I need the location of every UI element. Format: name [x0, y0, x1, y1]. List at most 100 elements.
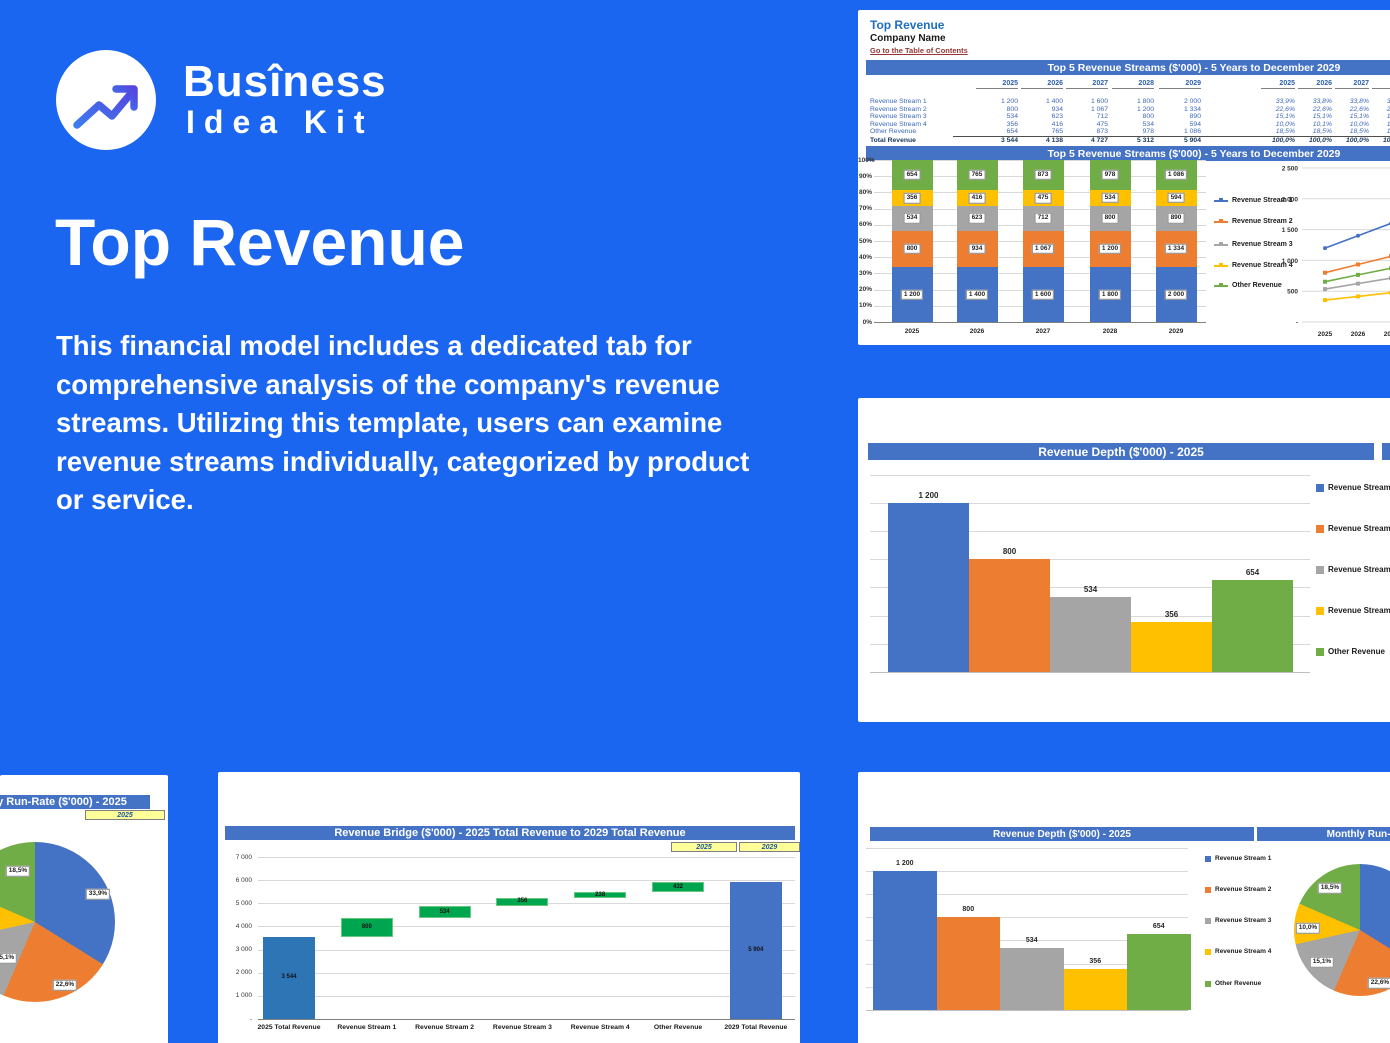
row-value: 475: [1096, 120, 1108, 128]
row-value: 534: [1006, 113, 1018, 120]
sheet-title: Top Revenue: [870, 18, 945, 32]
year-selector-2025[interactable]: 2025: [85, 810, 165, 820]
legend-item: Revenue Stream 4: [1215, 948, 1272, 955]
total-pct: 100,0%: [1382, 137, 1390, 144]
row-label: Revenue Stream 4: [870, 120, 927, 128]
row-pct: 10,0%: [1349, 120, 1369, 128]
grid-line: [258, 1019, 795, 1020]
legend-item: Revenue Stream 2: [1232, 218, 1293, 225]
legend-item: Revenue Stream 3: [1215, 917, 1272, 924]
row-value: 2 000: [1183, 98, 1201, 105]
data-label: 800: [903, 243, 921, 255]
legend-item: Other Revenue: [1328, 647, 1385, 656]
x-axis-label: 2026: [1351, 331, 1366, 338]
row-pct: 18,4%: [1372, 128, 1390, 135]
waterfall-bar: [340, 918, 393, 937]
pie-slice-label: 18,5%: [1317, 882, 1343, 894]
data-label: 654: [1152, 923, 1165, 931]
waterfall-bar: [574, 892, 627, 898]
y-axis-tick-label: 5 000: [235, 899, 252, 907]
row-value: 800: [1142, 113, 1154, 120]
x-axis-label: Revenue Stream 1: [337, 1024, 397, 1031]
grid-line: [866, 1010, 1188, 1011]
row-value: 654: [1006, 128, 1018, 135]
row-label: Revenue Stream 1: [870, 98, 927, 105]
chart-title-bar-clipped: Monthly Run-Rate ($'000) - 2025: [1257, 827, 1390, 841]
row-label: Revenue Stream 2: [870, 105, 927, 113]
legend-marker: [1219, 198, 1223, 202]
grid-line: [870, 531, 1310, 533]
pie-slice-label: 15,1%: [0, 952, 18, 964]
grid-line: [870, 474, 1310, 476]
row-pct: 18,5%: [1349, 128, 1369, 135]
legend-marker: [1219, 283, 1223, 287]
total-value: 5 904: [1183, 137, 1201, 144]
data-label: 873: [1034, 169, 1052, 181]
y-axis-tick-label: 4 000: [235, 922, 252, 930]
legend-swatch: [1205, 856, 1211, 862]
data-label: 594: [1167, 192, 1185, 204]
panel-monthly-run-rate-left: Monthly Run-Rate ($'000) - 2025 2025 33,…: [0, 775, 168, 1043]
row-value: 1 800: [1136, 98, 1154, 105]
y-axis-tick-label: 2 000: [235, 969, 252, 977]
bar: [873, 870, 937, 1010]
legend-swatch: [1205, 981, 1211, 987]
year-header: 2029: [1159, 80, 1201, 89]
data-label: 356: [1089, 957, 1102, 965]
pie-slice-label: 18,5%: [5, 865, 31, 877]
data-label: 534: [1025, 937, 1038, 945]
total-divider: [953, 135, 1390, 137]
chart-title-bar: Top 5 Revenue Streams ($'000) - 5 Years …: [866, 146, 1390, 161]
year-selector-from[interactable]: 2025: [671, 842, 737, 852]
y-axis-tick-label: 7 000: [235, 853, 252, 861]
row-pct: 33,8%: [1349, 98, 1369, 105]
x-axis-label: 2025: [1318, 331, 1333, 338]
panel-top-revenue-sheet: Top Revenue Company Name Go to the Table…: [858, 10, 1390, 345]
x-axis-label: 2029 Total Revenue: [724, 1024, 788, 1031]
row-value: 873: [1096, 128, 1108, 135]
year-header: 2028: [1112, 80, 1154, 89]
data-label: 534: [1083, 584, 1098, 594]
chart-title-bar: Revenue Depth ($'000) - 2025: [868, 443, 1374, 460]
row-value: 1 334: [1183, 105, 1201, 113]
table-of-contents-link[interactable]: Go to the Table of Contents: [870, 46, 968, 55]
y-axis-tick-label: 10%: [858, 302, 872, 310]
brand-subname: Idea Kit: [186, 104, 374, 140]
pie-slice-label: 15,1%: [1309, 956, 1335, 968]
y-axis-tick-label: 3 000: [235, 946, 252, 954]
row-pct: 15,1%: [1312, 113, 1332, 120]
legend-item: Revenue Stream 3: [1232, 241, 1293, 248]
bar: [1000, 948, 1064, 1010]
y-axis-tick-label: 70%: [858, 205, 872, 213]
next-chart-title-sliver: [1382, 443, 1390, 460]
y-axis-tick-label: 20%: [858, 286, 872, 294]
year-selector-to[interactable]: 2029: [739, 842, 800, 852]
bar: [936, 917, 1000, 1010]
legend-item: Revenue Stream 1: [1232, 197, 1293, 204]
data-label: 1 200: [918, 490, 939, 500]
legend-swatch: [1205, 918, 1211, 924]
legend-marker: [1219, 219, 1223, 223]
data-label: 416: [968, 192, 986, 204]
pie-slice-label: 10,0%: [1295, 922, 1321, 934]
data-label: 890: [1167, 213, 1185, 224]
pct-year-header: 2026: [1298, 80, 1332, 89]
y-axis-tick-label: 1 000: [235, 992, 252, 1000]
bar: [1063, 968, 1127, 1010]
chart-title-bar: Revenue Bridge ($'000) - 2025 Total Reve…: [225, 826, 795, 840]
data-label: 654: [903, 169, 921, 181]
waterfall-bar: [418, 906, 471, 919]
grid-line: [258, 972, 795, 974]
y-axis-tick-label: 2 500: [1282, 166, 1299, 173]
grid-line: [870, 672, 1310, 673]
legend-item: Other Revenue: [1232, 282, 1282, 289]
data-label: 534: [439, 908, 450, 915]
x-axis-label: 2027: [1384, 331, 1390, 338]
total-value: 3 544: [1000, 137, 1018, 144]
legend-swatch: [1316, 566, 1324, 574]
data-label: 356: [1164, 609, 1179, 619]
legend-marker: [1219, 263, 1223, 267]
bar: [888, 502, 969, 672]
data-label: 238: [595, 891, 606, 898]
